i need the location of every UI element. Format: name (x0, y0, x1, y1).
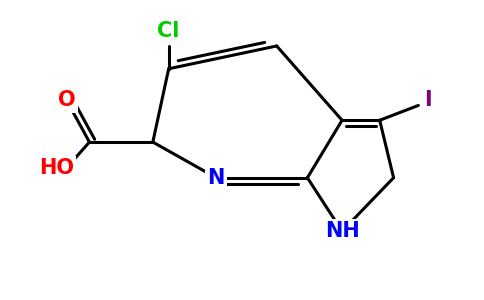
Text: NH: NH (325, 221, 360, 241)
Text: Cl: Cl (157, 21, 180, 41)
Text: HO: HO (39, 158, 74, 178)
Text: N: N (208, 168, 225, 188)
Text: I: I (424, 91, 432, 110)
Text: O: O (58, 91, 76, 110)
